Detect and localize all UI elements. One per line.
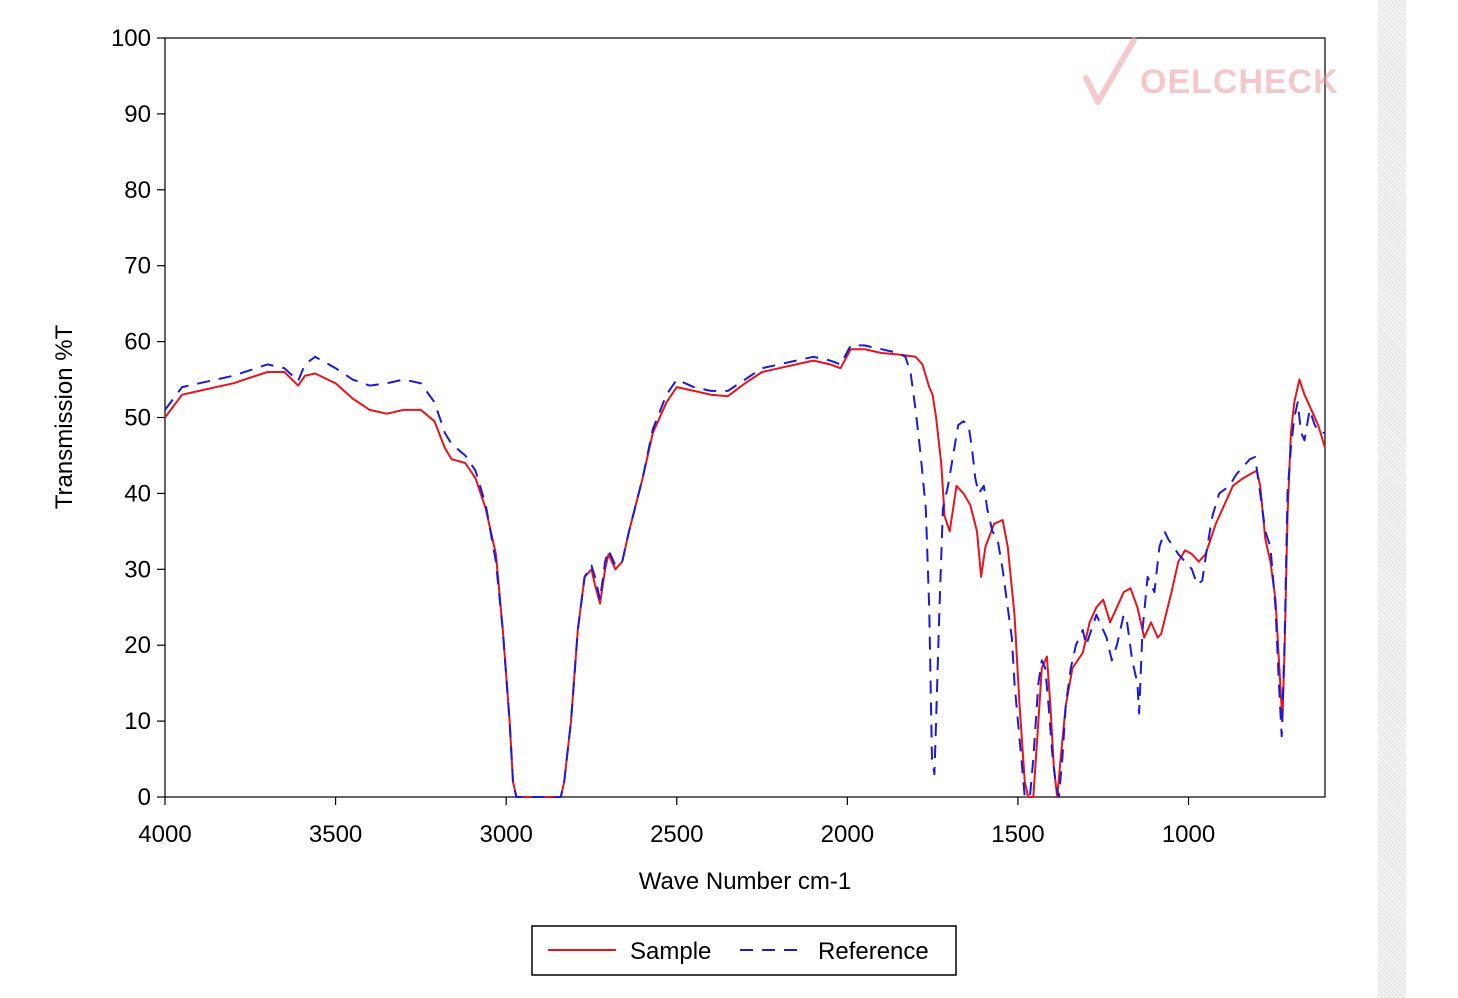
y-tick-label: 20 — [124, 632, 151, 659]
x-tick-label: 1000 — [1162, 821, 1215, 848]
plot-frame — [164, 37, 1326, 798]
legend: Sample Reference — [531, 925, 957, 976]
x-tick-label: 4000 — [138, 821, 191, 848]
legend-label-reference: Reference — [818, 938, 929, 965]
side-scroll-strip — [1378, 0, 1406, 998]
x-tick-label: 1500 — [991, 821, 1044, 848]
y-tick-label: 60 — [124, 329, 151, 356]
series-layer — [164, 344, 1326, 798]
x-axis-title: Wave Number cm-1 — [639, 868, 851, 895]
series-line-reference — [164, 344, 1325, 798]
y-tick-label: 70 — [124, 253, 151, 280]
y-tick-label: 80 — [124, 177, 151, 204]
y-axis: 0 10 20 30 40 50 60 70 80 90 100 — [111, 25, 165, 811]
check-mark-icon — [1083, 37, 1137, 105]
legend-label-sample: Sample — [630, 938, 711, 965]
x-tick-label: 3500 — [309, 821, 362, 848]
y-axis-title: Transmission %T — [51, 324, 78, 509]
y-tick-label: 50 — [124, 405, 151, 432]
x-tick-label: 3000 — [479, 821, 532, 848]
x-tick-label: 2000 — [821, 821, 874, 848]
y-tick-label: 100 — [111, 25, 151, 52]
y-tick-label: 90 — [124, 101, 151, 128]
watermark-logo: OELCHECK — [1083, 37, 1339, 105]
y-tick-label: 0 — [138, 784, 151, 811]
y-tick-label: 40 — [124, 480, 151, 507]
y-tick-label: 30 — [124, 556, 151, 583]
x-axis: 4000 3500 3000 2500 2000 1500 1000 — [138, 797, 1215, 848]
y-tick-label: 10 — [124, 708, 151, 735]
watermark-text: OELCHECK — [1140, 63, 1339, 101]
x-tick-label: 2500 — [650, 821, 703, 848]
